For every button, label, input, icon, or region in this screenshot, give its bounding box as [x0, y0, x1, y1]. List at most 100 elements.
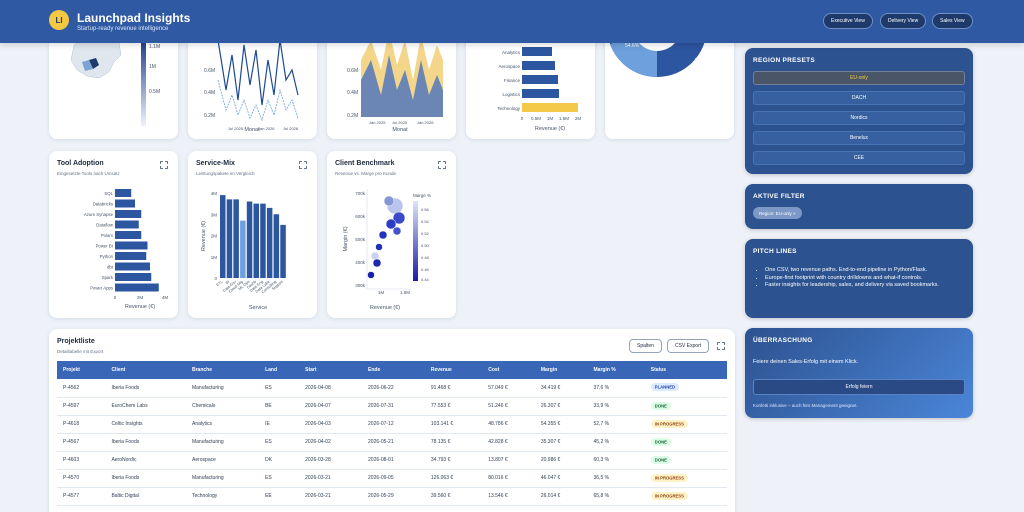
table-cell: 2026-07-12	[362, 415, 425, 434]
delivery-view-button[interactable]: Delivery View	[880, 13, 927, 29]
table-cell: 20.986 €	[534, 451, 588, 470]
table-cell: P-4597	[57, 397, 106, 416]
bar	[115, 252, 147, 260]
table-cell: DONE	[644, 397, 727, 416]
y-tick: 700k	[355, 191, 366, 196]
y-tick: 0.2M	[347, 113, 358, 119]
bar	[253, 203, 259, 278]
expand-icon[interactable]	[438, 161, 446, 169]
card-subtitle: Eingesetzte Tools nach Umsatz	[57, 171, 120, 176]
x-tick: Jan 2025	[369, 120, 386, 125]
category-label: Dashb	[246, 280, 257, 290]
x-tick: 1.5M	[400, 290, 410, 295]
csv-export-button[interactable]: CSV Export	[667, 339, 710, 353]
column-header[interactable]: Margin	[534, 361, 588, 379]
area-series-bottom	[361, 55, 443, 117]
table-cell: 103.141 €	[424, 415, 483, 434]
project-list-card: Projektliste Detailtabelle mit Export Sp…	[49, 329, 735, 512]
columns-button[interactable]: Spalten	[629, 339, 662, 353]
table-cell: DONE	[644, 433, 727, 452]
column-header[interactable]: Start	[299, 361, 363, 379]
status-badge: IN PROGRESS	[650, 491, 688, 500]
x-axis-label: Revenue (€)	[535, 126, 565, 132]
scatter-point	[383, 195, 395, 207]
table-cell: P-4603	[57, 451, 106, 470]
bar	[522, 89, 559, 98]
expand-icon[interactable]	[299, 161, 307, 169]
table-cell: 65,8 %	[587, 487, 645, 506]
card-title: Projektliste	[57, 338, 95, 345]
celebrate-button[interactable]: Erfolg feiern	[753, 379, 965, 395]
column-header[interactable]: Land	[259, 361, 300, 379]
bar	[260, 203, 266, 278]
column-header[interactable]: Status	[644, 361, 727, 379]
column-header[interactable]: Client	[105, 361, 186, 379]
sales-view-button[interactable]: Sales View	[932, 13, 973, 29]
table-row[interactable]: P-4618 Celtic Insights Analytics IE 2026-04-…	[57, 415, 727, 434]
table-cell: PLANNED	[644, 379, 727, 398]
x-axis-label: Revenue (€)	[370, 305, 400, 311]
category-label: Analytics	[502, 50, 521, 55]
table-cell: Manufacturing	[185, 379, 260, 398]
preset-dach[interactable]: DACH	[753, 91, 965, 105]
table-row[interactable]: P-4597 EuroChem Labs Chemicals BE 2026-04-07…	[57, 397, 727, 416]
preset-cee[interactable]: CEE	[753, 151, 965, 165]
surprise-title: ÜBERRASCHUNG	[753, 337, 813, 344]
bar	[280, 224, 286, 278]
table-cell: 2026-07-31	[362, 397, 425, 416]
scatter-point	[385, 218, 397, 230]
filter-chip-region[interactable]: Region: EU-only ×	[753, 207, 802, 219]
table-cell: Celtic Insights	[105, 415, 186, 434]
category-label: dbt	[107, 265, 114, 270]
column-header[interactable]: Branche	[185, 361, 260, 379]
bar	[220, 195, 226, 278]
x-axis-label: Revenue (€)	[125, 304, 155, 310]
table-row[interactable]: P-4570 Iberia Foods Manufacturing ES 2026-03…	[57, 469, 727, 488]
line-chart: 0.6M 0.4M 0.2M Jul 2025 Jan 2026 Jul 202…	[204, 39, 299, 133]
column-header[interactable]: Ende	[362, 361, 425, 379]
bar	[246, 201, 253, 278]
card-title: Tool Adoption	[57, 160, 104, 167]
table-cell: 13.807 €	[482, 451, 535, 470]
column-header[interactable]: Projekt	[57, 361, 106, 379]
legend-tick: 0.50	[421, 243, 430, 248]
table-cell: AeroNordic	[105, 451, 186, 470]
table-cell: Aerospace	[185, 451, 260, 470]
card-title: Client Benchmark	[335, 160, 395, 167]
y-tick: 0.4M	[347, 90, 358, 96]
bar	[115, 283, 159, 292]
category-label: Polars	[101, 233, 113, 238]
pitch-line: Europe-first footprint with country dril…	[765, 275, 965, 283]
table-row[interactable]: P-4567 Iberia Foods Manufacturing ES 2026-04…	[57, 433, 727, 452]
pitch-lines-list: One CSV, two revenue paths. End-to-end p…	[765, 267, 965, 290]
table-cell: P-4618	[57, 415, 106, 434]
category-label: Power BI	[96, 244, 113, 249]
table-cell: 42.828 €	[482, 433, 535, 452]
line-series-secondary	[217, 79, 299, 122]
bar	[115, 273, 152, 281]
app-subtitle: Startup-ready revenue intelligence	[77, 26, 169, 32]
preset-nordics[interactable]: Nordics	[753, 111, 965, 125]
preset-benelux[interactable]: Benelux	[753, 131, 965, 145]
column-header[interactable]: Revenue	[424, 361, 483, 379]
expand-icon[interactable]	[717, 342, 725, 350]
scatter-point	[367, 271, 375, 279]
executive-view-button[interactable]: Executive View	[823, 13, 873, 29]
table-row[interactable]: P-4603 AeroNordic Aerospace DK 2026-03-28 202…	[57, 451, 727, 470]
table-cell: 78.135 €	[424, 433, 483, 452]
table-cell: 34.793 €	[424, 451, 483, 470]
column-header[interactable]: Margin %	[587, 361, 645, 379]
table-cell: P-4562	[57, 379, 106, 398]
status-badge: IN PROGRESS	[650, 473, 688, 482]
preset-eu-only[interactable]: EU-only	[753, 71, 965, 85]
table-row[interactable]: P-4577 Baltic Digital Technology EE 2026-03-…	[57, 487, 727, 506]
table-row[interactable]: P-4562 Iberia Foods Manufacturing ES 2026-04…	[57, 379, 727, 398]
y-tick: 2M	[211, 234, 218, 239]
project-table: Projekt Client Branche Land Start Ende Revenue…	[57, 361, 727, 506]
bar	[115, 220, 139, 229]
table-cell: Iberia Foods	[105, 469, 186, 488]
column-header[interactable]: Cost	[482, 361, 535, 379]
expand-icon[interactable]	[160, 161, 168, 169]
table-cell: ES	[259, 469, 300, 488]
scatter-point	[370, 251, 380, 261]
